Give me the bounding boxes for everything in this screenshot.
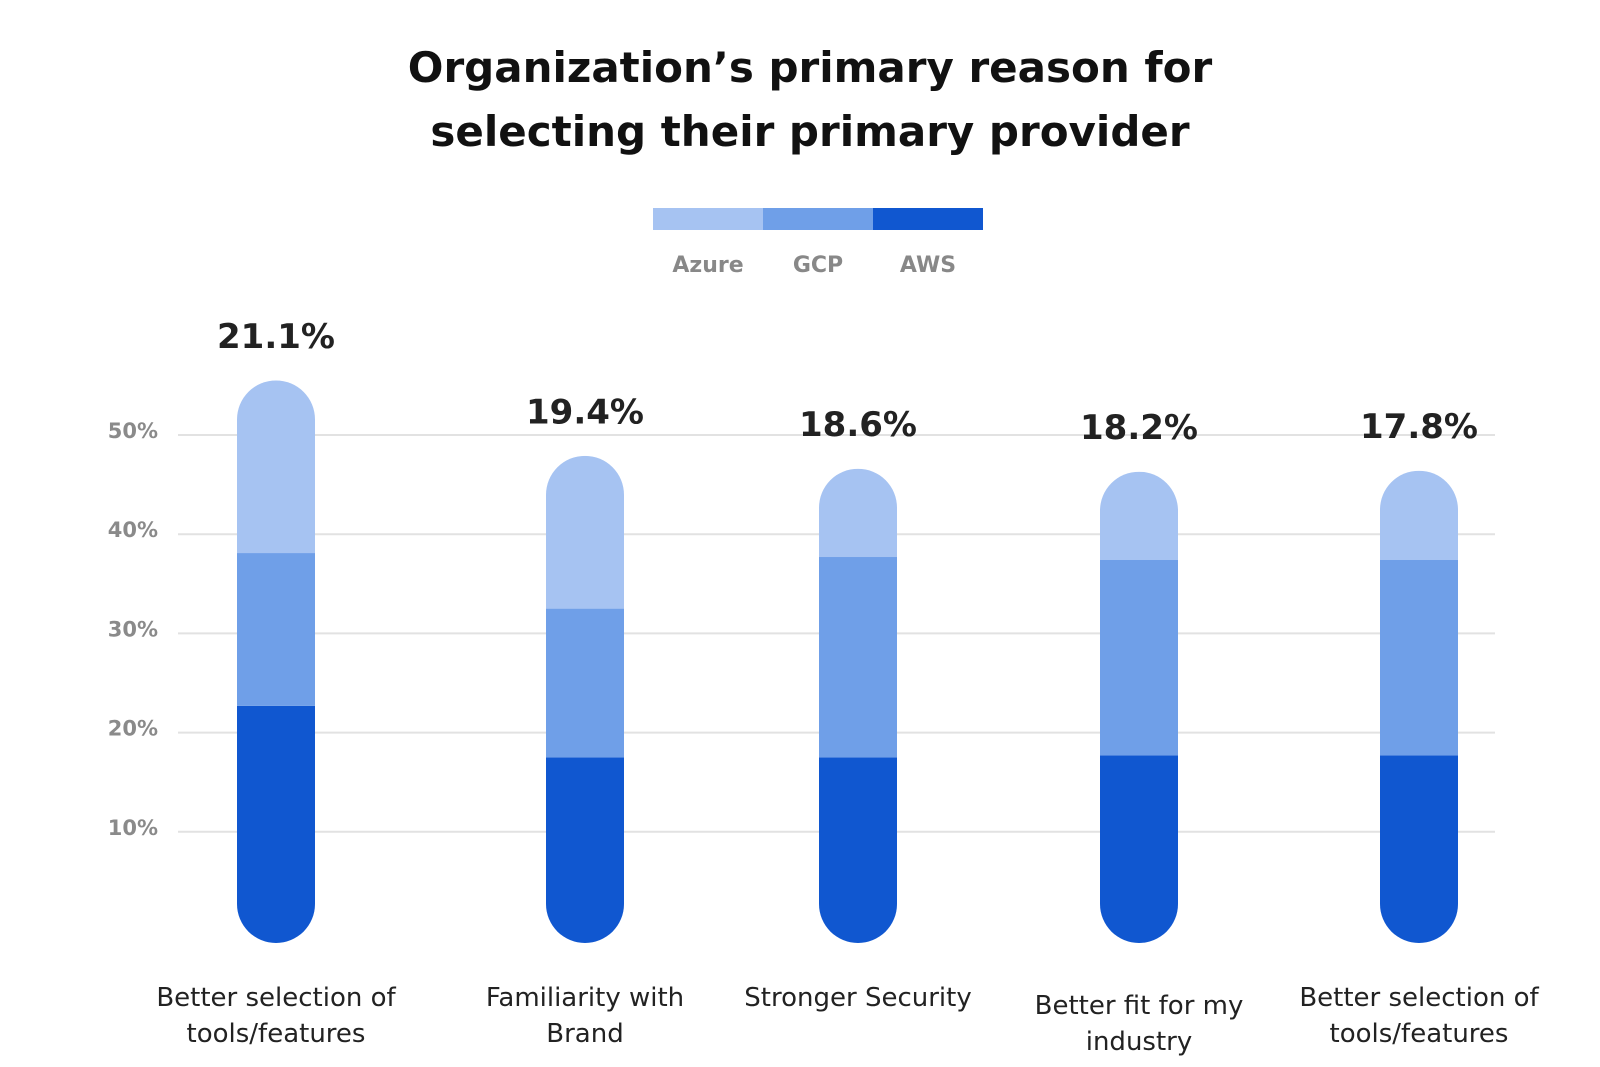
bar-segment (237, 380, 315, 554)
bar-segment (819, 557, 897, 758)
bar-segment (546, 757, 624, 943)
bar-label: 19.4% (526, 392, 644, 432)
bar-segment (1100, 471, 1178, 560)
bar-segment (546, 455, 624, 609)
bar (1100, 471, 1178, 943)
legend-label: AWS (900, 253, 956, 278)
legend-label: GCP (793, 253, 843, 278)
bar-segment (1380, 470, 1458, 560)
bar-label: 18.6% (799, 405, 917, 445)
bar-segment (819, 757, 897, 943)
bar-segment (546, 608, 624, 758)
y-tick-label: 10% (108, 816, 158, 840)
bar-segment (1380, 755, 1458, 943)
bar-segment (237, 553, 315, 706)
legend-swatch (653, 208, 763, 230)
bar-segment (1380, 559, 1458, 756)
bar-segment (1100, 559, 1178, 756)
chart-title: Organization’s primary reason for select… (407, 43, 1213, 156)
legend-swatch (763, 208, 873, 230)
x-tick-label: Better selection of tools/features (1299, 983, 1539, 1049)
bar (819, 468, 897, 943)
bar (546, 455, 624, 943)
bar-segment (819, 468, 897, 558)
legend-label: Azure (672, 253, 743, 278)
legend-swatch (873, 208, 983, 230)
x-tick-label: Familiarity with Brand (485, 983, 685, 1049)
bar-label: 21.1% (217, 317, 335, 357)
bar-label: 18.2% (1080, 408, 1198, 448)
y-tick-label: 40% (108, 518, 158, 542)
y-tick-label: 50% (108, 419, 158, 443)
y-tick-label: 20% (108, 717, 158, 741)
x-tick-label: Better selection of tools/features (156, 983, 396, 1049)
bar-segment (237, 705, 315, 943)
bar-segment (1100, 755, 1178, 943)
y-tick-label: 30% (108, 617, 158, 641)
bar (1380, 470, 1458, 943)
x-tick-label: Better fit for my industry (1034, 991, 1244, 1057)
bar (237, 380, 315, 943)
x-tick-label: Stronger Security (744, 983, 972, 1013)
bar-label: 17.8% (1360, 407, 1478, 447)
